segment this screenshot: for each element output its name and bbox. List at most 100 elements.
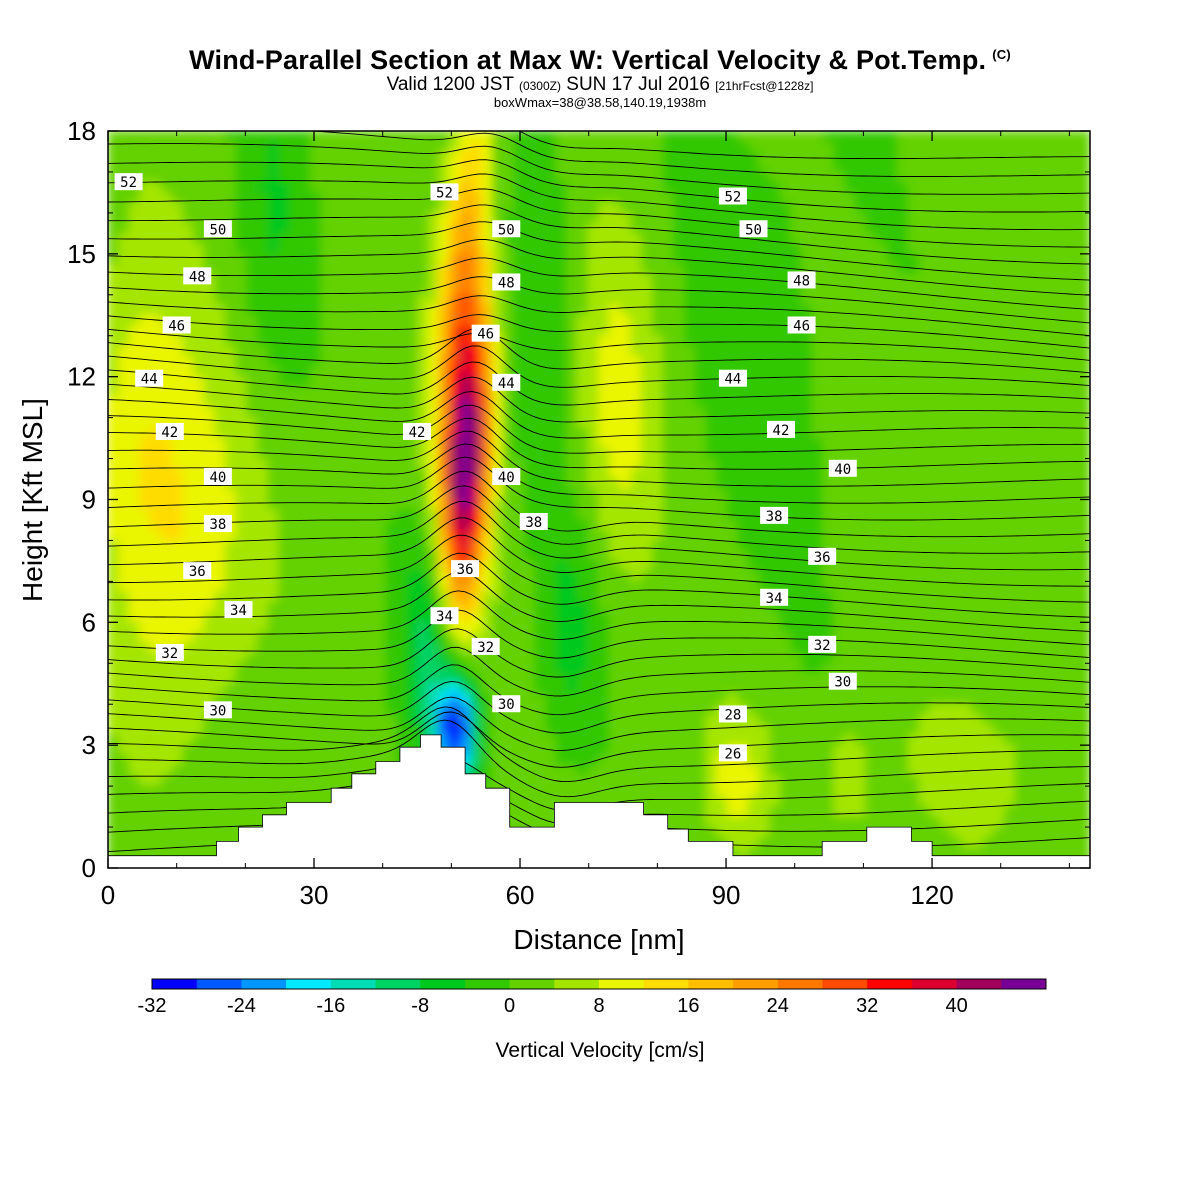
isentrope-label-text: 38 [209, 517, 226, 533]
isentrope-label-text: 34 [230, 603, 247, 619]
x-tick-label: 120 [910, 880, 953, 910]
y-tick-label: 15 [67, 239, 96, 269]
isentrope-label-text: 44 [498, 376, 515, 392]
chart-subtitle: Valid 1200 JST (0300Z) SUN 17 Jul 2016 [… [0, 75, 1200, 96]
colorbar-swatch [464, 979, 510, 989]
colorbar-swatch [1001, 979, 1047, 989]
isentrope-label: 32 [155, 644, 184, 662]
colorbar-swatch [911, 979, 957, 989]
box-wmax-info: boxWmax=38@38.58,140.19,1938m [493, 95, 707, 110]
isentrope-label-text: 42 [773, 423, 790, 439]
colorbar-tick-label: 8 [593, 995, 604, 1017]
isentrope-label: 38 [203, 515, 232, 533]
colorbar-tick-label: 0 [504, 995, 515, 1017]
subtitle-utc: (0300Z) [518, 79, 561, 93]
y-axis-title: Height [Kft MSL] [17, 398, 48, 602]
isentrope-label-text: 48 [793, 273, 810, 289]
chart-title-text: Wind-Parallel Section at Max W: Vertical… [189, 45, 987, 75]
colorbar-tick-label: -16 [316, 995, 345, 1017]
isentrope-label-text: 30 [834, 675, 851, 691]
isentrope-label: 44 [492, 373, 521, 392]
isentrope-label-text: 46 [168, 318, 185, 334]
isentrope-label-text: 38 [525, 515, 542, 531]
colorbar-tick-label: 32 [856, 995, 878, 1017]
x-tick-label: 60 [506, 880, 535, 910]
colorbar-swatch [152, 979, 198, 989]
isentrope-label: 42 [766, 420, 795, 439]
isentrope-label-text: 44 [724, 372, 741, 388]
colorbar-swatch [867, 979, 913, 989]
x-axis-title: Distance [nm] [513, 924, 684, 955]
isentrope-label-text: 36 [457, 562, 474, 578]
isentrope-label-text: 50 [745, 222, 762, 238]
colorbar-swatch [688, 979, 734, 989]
isentrope-label: 34 [760, 588, 789, 607]
isentrope-label-text: 40 [834, 462, 851, 478]
colorbar-swatch [330, 979, 376, 989]
x-tick-label: 90 [712, 880, 741, 910]
colorbar-swatch [509, 979, 555, 989]
subtitle-forecast: [21hrFcst@1228z] [715, 79, 814, 93]
colorbar-tick-label: 24 [767, 995, 789, 1017]
terrain [107, 734, 1091, 869]
isentrope-label-text: 32 [161, 646, 178, 662]
copyright-mark: (C) [992, 47, 1011, 62]
colorbar-swatch [554, 979, 600, 989]
isentrope-label-text: 40 [498, 470, 515, 486]
isentrope-label-text: 42 [161, 425, 178, 441]
colorbar-swatch [420, 979, 466, 989]
colorbar-tick-label: -24 [227, 995, 256, 1017]
isentrope-label-text: 26 [724, 746, 741, 762]
isentrope-label: 36 [183, 562, 212, 580]
isentrope-label: 42 [403, 422, 432, 441]
chart-title: Wind-Parallel Section at Max W: Vertical… [0, 40, 1200, 75]
velocity-field [108, 131, 1090, 868]
colorbar-swatch [375, 979, 421, 989]
isentrope-label: 52 [114, 173, 143, 191]
isentrope-label: 40 [203, 467, 232, 486]
isentrope-label-text: 46 [477, 327, 494, 343]
isentrope-label: 38 [760, 506, 789, 525]
x-tick-label: 30 [300, 880, 329, 910]
isentrope-label: 44 [135, 369, 164, 388]
colorbar-swatch [286, 979, 332, 989]
colorbar-swatch [733, 979, 779, 989]
isentrope-label-text: 34 [436, 609, 453, 625]
isentrope-label-text: 30 [498, 697, 515, 713]
colorbar-frame [151, 978, 1047, 990]
isentrope-label-text: 32 [477, 640, 494, 656]
isentrope-label-text: 28 [724, 707, 741, 723]
isentrope-label-text: 50 [209, 222, 226, 238]
colorbar-swatch [241, 979, 287, 989]
colorbar-swatch [196, 979, 242, 989]
colorbar-title: Vertical Velocity [cm/s] [496, 1039, 705, 1062]
isentrope-label-text: 36 [814, 550, 831, 566]
isentrope-label: 52 [718, 187, 747, 206]
isentrope-label: 40 [492, 467, 521, 486]
isentrope-label-text: 48 [189, 269, 206, 285]
isentrope-label-text: 36 [189, 564, 206, 580]
isentrope-label-text: 44 [141, 372, 158, 388]
colorbar-swatch [599, 979, 645, 989]
title-block: Wind-Parallel Section at Max W: Vertical… [0, 40, 1200, 109]
colorbar-swatch [956, 979, 1002, 989]
colorbar-swatch [643, 979, 689, 989]
isentrope-label: 46 [787, 316, 816, 334]
isentrope-label-text: 42 [409, 425, 426, 441]
isentrope-label-text: 30 [209, 703, 226, 719]
isentrope-label-text: 34 [766, 591, 783, 607]
colorbar-tick-label: 40 [945, 995, 967, 1017]
isentrope-label-text: 38 [766, 509, 783, 525]
colorbar: -32 -24 -16 -8 0 8 16 24 32 40 [138, 978, 1047, 1017]
isentrope-label: 40 [828, 459, 857, 478]
y-tick-label: 6 [82, 607, 96, 637]
isentrope-label: 46 [162, 316, 191, 334]
y-tick-label: 9 [82, 485, 96, 515]
isentrope-label: 30 [492, 695, 521, 713]
isentrope-label-text: 40 [209, 470, 226, 486]
isentrope-label-text: 52 [724, 190, 741, 206]
subtitle-valid-time: Valid 1200 JST [386, 74, 514, 95]
isentrope-label: 36 [451, 560, 480, 578]
